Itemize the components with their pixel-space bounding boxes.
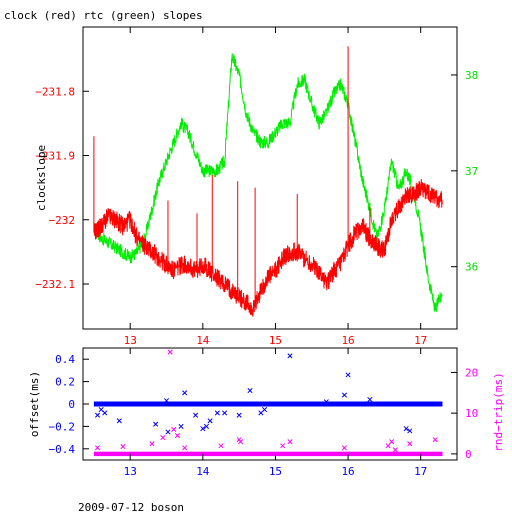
- offset-point: [203, 423, 210, 429]
- rndtrip-point: [149, 441, 155, 447]
- offset-y-tick-label: 0.4: [55, 353, 75, 366]
- rndtrip-point: [392, 447, 398, 453]
- offset-point: [407, 428, 413, 434]
- slope-x-tick-label: 14: [196, 334, 210, 347]
- offset-point: [116, 418, 122, 424]
- offset-point: [153, 421, 159, 427]
- offset-x-tick-label: 14: [196, 465, 210, 478]
- offset-point: [165, 429, 171, 435]
- footer-label: 2009-07-12 boson: [78, 501, 184, 512]
- slope-frame: [82, 26, 458, 330]
- slope-plot: 13 14 15 16 17 −231.8 −231.9 −232 −232.1 36 37 38 cl…: [35, 26, 478, 347]
- offset-x-tick-label: 13: [124, 465, 137, 478]
- offset-point: [323, 399, 329, 405]
- offset-point: [163, 398, 170, 404]
- rndtrip-point: [432, 437, 438, 443]
- rndtrip-point: [238, 439, 244, 445]
- chart-title: clock (red) rtc (green) slopes: [4, 9, 203, 22]
- slope-y-tick-label: −231.9: [35, 150, 75, 163]
- offset-point: [367, 396, 373, 403]
- rndtrip-point: [341, 445, 347, 451]
- rndtrip-point: [287, 439, 293, 445]
- rndtrip-point: [407, 441, 413, 447]
- offset-point: [94, 412, 101, 418]
- slope-x-tick-label: 16: [341, 334, 354, 347]
- offset-point: [207, 418, 213, 424]
- offset-point: [193, 412, 199, 418]
- rndtrip-point: [167, 349, 173, 355]
- clockslope-axis-label: clockslope: [35, 145, 48, 211]
- slope-y-tick-label: −232: [49, 214, 76, 227]
- rndtrip-point: [160, 435, 166, 441]
- slope-y2-tick-label: 38: [465, 69, 478, 82]
- rndtrip-point: [120, 444, 126, 450]
- offset-point: [182, 390, 188, 396]
- offset-y2-tick-label: 0: [465, 448, 472, 461]
- rndtrip-axis-label: rnd−trip(ms): [492, 372, 505, 451]
- slope-y2-tick-label: 36: [465, 261, 478, 274]
- slope-x-tick-label: 17: [414, 334, 427, 347]
- offset-point: [236, 412, 242, 418]
- offset-y2-tick-label: 10: [465, 407, 478, 420]
- offset-y-tick-label: 0: [68, 398, 75, 411]
- rndtrip-baseline-band: [93, 451, 443, 457]
- offset-x-tick-label: 17: [414, 465, 427, 478]
- offset-y-tick-label: −0.4: [49, 443, 76, 456]
- rndtrip-point: [280, 443, 286, 449]
- rtc-series-line: [93, 53, 443, 313]
- offset-point: [200, 426, 206, 432]
- rndtrip-point: [171, 426, 177, 433]
- clock-series-line: [93, 179, 443, 318]
- rndtrip-point: [182, 445, 188, 451]
- offset-point: [178, 423, 184, 429]
- rndtrip-point: [389, 439, 395, 445]
- offset-y-tick-label: 0.2: [55, 376, 75, 389]
- offset-x-tick-label: 16: [341, 465, 354, 478]
- offset-baseline-band: [93, 401, 443, 407]
- slope-y-tick-label: −232.1: [35, 278, 75, 291]
- slope-x-tick-label: 15: [269, 334, 282, 347]
- slope-y-tick-label: −231.8: [35, 85, 75, 98]
- offset-point: [247, 388, 253, 394]
- offset-axis-label: offset(ms): [28, 371, 41, 437]
- offset-point: [345, 372, 351, 378]
- rndtrip-point: [385, 443, 391, 449]
- offset-x-tick-label: 15: [269, 465, 282, 478]
- offset-y-tick-label: −0.2: [49, 420, 76, 433]
- offset-point: [214, 410, 220, 416]
- rndtrip-point: [218, 443, 224, 449]
- offset-point: [261, 407, 268, 413]
- offset-point: [341, 392, 347, 398]
- offset-point: [102, 410, 108, 416]
- offset-plot: 13 14 15 16 17 0.4 0.2 0 −0.2 −0.4 0 10 20 offset(ms)…: [28, 347, 505, 478]
- slope-x-tick-label: 13: [124, 334, 137, 347]
- rndtrip-point: [94, 445, 101, 451]
- offset-point: [403, 426, 409, 432]
- offset-point: [287, 353, 293, 359]
- slope-y2-tick-label: 37: [465, 165, 478, 178]
- offset-point: [222, 410, 228, 416]
- rndtrip-point: [174, 433, 180, 439]
- offset-y2-tick-label: 20: [465, 366, 478, 379]
